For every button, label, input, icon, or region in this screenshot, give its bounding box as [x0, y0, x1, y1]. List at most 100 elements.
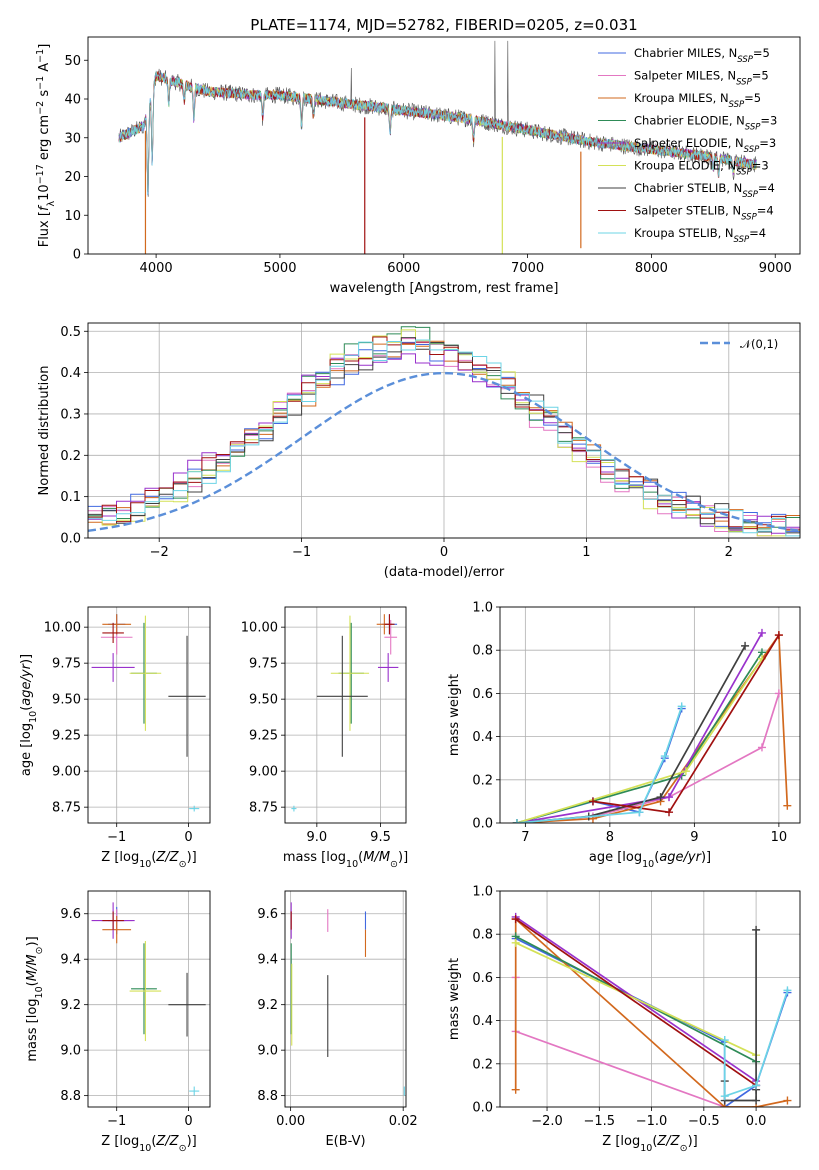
legend-entry-normal: 𝒩(0,1) — [740, 337, 778, 351]
weight-marker-1 — [757, 743, 766, 752]
y-tick-label: 0.6 — [472, 687, 493, 702]
x-tick-label: −2.0 — [531, 1114, 563, 1129]
weight-marker-7 — [588, 797, 597, 806]
axes-residuals: −2 −1 0 1 2 0.0 0.1 0.2 0.3 0.4 0.5 (data-model)/er… — [37, 322, 801, 580]
y-tick-label: 0.2 — [472, 1057, 493, 1072]
axes-frame — [284, 606, 407, 824]
weight-marker-5 — [511, 938, 520, 947]
weight-marker-6 — [656, 793, 665, 802]
plot-area-weight_vs_age — [512, 628, 792, 823]
weight-line-5 — [515, 942, 757, 1056]
x-axis-label: age [log10(age/yr)] — [589, 850, 711, 870]
weight-marker-2 — [511, 1085, 520, 1094]
x-tick-label: −1 — [292, 545, 311, 560]
y-tick-label: 1.0 — [472, 885, 493, 900]
plot-area-weight_vs_Z — [511, 912, 792, 1107]
y-tick-label: 0.3 — [60, 407, 81, 422]
plot-area-spectrum — [118, 40, 757, 254]
x-axis-label: mass [log10(M/M⊙)] — [283, 850, 408, 870]
x-tick-label: −0.5 — [688, 1114, 720, 1129]
axes-frame — [499, 606, 801, 824]
y-tick-label: 9.00 — [249, 765, 278, 780]
x-tick-label: −2 — [150, 545, 169, 560]
x-tick-label: −1 — [107, 830, 126, 845]
axes-weight_vs_age: 7 8 9 10 0.0 0.2 0.4 0.6 0.8 1.0 age [log10(age/yr… — [447, 601, 801, 870]
x-tick-label: 0 — [184, 830, 192, 845]
weight-marker-8 — [752, 1081, 761, 1090]
y-tick-label: 9.00 — [52, 765, 81, 780]
legend-entry-4: Salpeter ELODIE, NSSP=3 — [634, 136, 776, 155]
y-tick-label: 0.8 — [472, 928, 493, 943]
weight-line-1 — [516, 693, 780, 823]
x-tick-label: −1.5 — [584, 1114, 616, 1129]
weight-marker-4 — [665, 793, 674, 802]
residual-hist-3 — [88, 326, 800, 533]
weight-marker-2 — [783, 1096, 792, 1105]
normal-curve — [88, 371, 800, 532]
legend-entry-0: Chabrier MILES, NSSP=5 — [634, 46, 770, 65]
y-tick-label: 9.50 — [52, 693, 81, 708]
x-tick-label: 2 — [725, 545, 733, 560]
y-tick-label: 0.4 — [472, 730, 493, 745]
weight-line-8 — [723, 990, 789, 1098]
weight-marker-4 — [757, 628, 766, 637]
x-tick-label: 9 — [690, 830, 698, 845]
residual-hist-8 — [88, 339, 800, 537]
weight-marker-8 — [677, 702, 686, 711]
y-tick-label: 9.50 — [249, 693, 278, 708]
x-tick-label: 8 — [606, 830, 614, 845]
y-tick-label: 0.2 — [472, 773, 493, 788]
plot-area-mass_vs_Z — [91, 902, 206, 1096]
x-tick-label: 8000 — [635, 261, 668, 276]
weight-line-2 — [514, 917, 788, 1107]
y-tick-label: 9.0 — [257, 1044, 278, 1059]
figure-title: PLATE=1174, MJD=52782, FIBERID=0205, z=0… — [250, 16, 637, 34]
x-tick-label: 1 — [582, 545, 590, 560]
x-tick-label: 0 — [440, 545, 448, 560]
residual-hist-0 — [88, 341, 800, 533]
plot-area-mass_vs_ebv — [290, 902, 405, 1096]
y-tick-label: 10 — [64, 209, 81, 224]
weight-marker-8 — [720, 1092, 729, 1101]
axes-frame — [284, 890, 407, 1108]
y-tick-label: 9.75 — [249, 657, 278, 672]
legend-entry-6: Chabrier STELIB, NSSP=4 — [634, 181, 775, 200]
legend-entry-7: Salpeter STELIB, NSSP=4 — [634, 204, 774, 223]
weight-marker-7 — [511, 915, 520, 924]
y-tick-label: 30 — [64, 131, 81, 146]
x-tick-label: 7000 — [511, 261, 544, 276]
x-tick-label: −1.0 — [636, 1114, 668, 1129]
y-axis-label: Normed distribution — [37, 366, 52, 496]
weight-marker-6 — [752, 925, 761, 934]
residual-legend: 𝒩(0,1) — [700, 337, 778, 351]
legend-entry-8: Kroupa STELIB, NSSP=4 — [634, 226, 766, 245]
axes-mass_vs_ebv: 0.00 0.02 8.8 9.0 9.2 9.4 9.6 E(B-V) — [257, 890, 418, 1149]
plot-area-age_vs_mass — [291, 614, 399, 812]
x-tick-label: 7 — [521, 830, 529, 845]
weight-marker-8 — [635, 808, 644, 817]
y-tick-label: 9.6 — [257, 907, 278, 922]
x-axis-label: Z [log10(Z/Z⊙)] — [602, 1134, 697, 1154]
weight-line-7 — [592, 634, 780, 814]
weight-marker-8 — [720, 1036, 729, 1045]
x-tick-label: 5000 — [263, 261, 296, 276]
legend-entry-2: Kroupa MILES, NSSP=5 — [634, 91, 761, 110]
weight-line-4 — [516, 632, 763, 823]
y-tick-label: 9.2 — [257, 998, 278, 1013]
axes-spectrum: 4000 5000 6000 7000 8000 9000 0 10 20 30 40 50 wavel… — [35, 36, 801, 296]
y-tick-label: 9.6 — [60, 907, 81, 922]
plot-area-age_vs_Z — [91, 614, 206, 812]
y-tick-label: 9.4 — [60, 953, 81, 968]
y-axis-label: mass weight — [447, 958, 462, 1040]
y-tick-label: 8.8 — [257, 1089, 278, 1104]
x-tick-label: 10 — [771, 830, 788, 845]
x-tick-label: 9000 — [759, 261, 792, 276]
spectrum-line-8 — [118, 70, 757, 195]
x-tick-label: 9.0 — [306, 830, 327, 845]
y-tick-label: 0.0 — [60, 532, 81, 547]
axes-frame — [87, 36, 801, 255]
y-tick-label: 9.2 — [60, 998, 81, 1013]
x-tick-label: 0.00 — [276, 1114, 305, 1129]
y-tick-label: 0.4 — [60, 366, 81, 381]
y-axis-label: age [log10(age/yr)] — [19, 654, 39, 776]
